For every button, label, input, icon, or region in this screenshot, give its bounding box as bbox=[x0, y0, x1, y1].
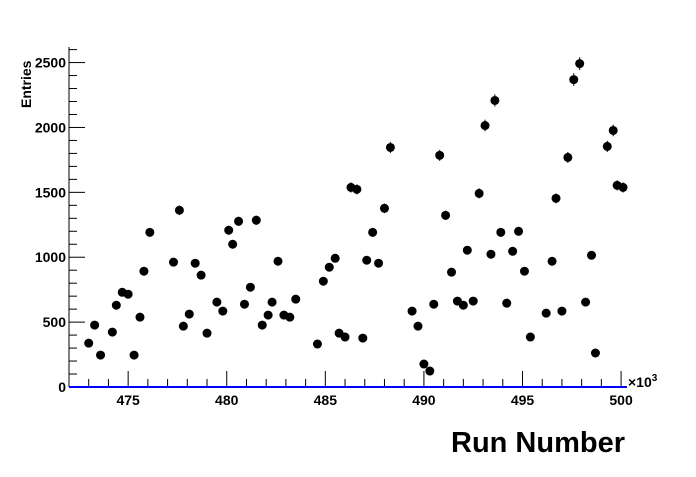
data-point bbox=[224, 225, 234, 235]
data-point bbox=[557, 306, 567, 316]
data-point bbox=[379, 203, 389, 213]
data-point bbox=[273, 256, 283, 266]
data-point bbox=[228, 239, 238, 249]
data-point bbox=[184, 309, 194, 319]
data-point bbox=[212, 297, 222, 307]
data-point bbox=[234, 216, 244, 226]
data-point bbox=[123, 289, 133, 299]
data-point bbox=[618, 182, 628, 192]
data-point bbox=[458, 300, 468, 310]
data-point bbox=[514, 226, 524, 236]
data-point bbox=[340, 332, 350, 342]
data-point bbox=[581, 297, 591, 307]
data-point bbox=[368, 227, 378, 237]
data-point bbox=[218, 306, 228, 316]
data-point bbox=[139, 266, 149, 276]
data-point bbox=[352, 184, 362, 194]
x-multiplier-exponent: 3 bbox=[652, 373, 658, 384]
data-point bbox=[257, 320, 267, 330]
data-point bbox=[490, 95, 500, 105]
y-tick-label: 1500 bbox=[35, 184, 66, 200]
data-point bbox=[196, 270, 206, 280]
data-point bbox=[190, 258, 200, 268]
data-point bbox=[385, 142, 395, 152]
data-point bbox=[245, 282, 255, 292]
data-point bbox=[84, 338, 94, 348]
data-point bbox=[135, 312, 145, 322]
data-point bbox=[318, 276, 328, 286]
y-tick-label: 2500 bbox=[35, 55, 66, 71]
data-point bbox=[324, 262, 334, 272]
data-point bbox=[519, 266, 529, 276]
data-point bbox=[111, 300, 121, 310]
data-point bbox=[547, 256, 557, 266]
data-point bbox=[251, 215, 261, 225]
data-point bbox=[608, 125, 618, 135]
data-point bbox=[239, 299, 249, 309]
data-point bbox=[474, 188, 484, 198]
data-point bbox=[358, 333, 368, 343]
data-point bbox=[267, 297, 277, 307]
data-point bbox=[330, 253, 340, 263]
data-point bbox=[107, 327, 117, 337]
data-point bbox=[496, 227, 506, 237]
data-point bbox=[145, 227, 155, 237]
data-point bbox=[362, 255, 372, 265]
data-point bbox=[468, 296, 478, 306]
data-point bbox=[90, 320, 100, 330]
data-point bbox=[525, 332, 535, 342]
y-tick-label: 1000 bbox=[35, 249, 66, 265]
data-point bbox=[480, 121, 490, 131]
data-point bbox=[178, 321, 188, 331]
data-point bbox=[575, 59, 585, 69]
x-tick-label: 475 bbox=[116, 392, 140, 408]
x-axis-label: Run Number bbox=[451, 427, 625, 459]
data-point bbox=[129, 350, 139, 360]
x-multiplier-base: ×10 bbox=[628, 374, 652, 390]
data-point bbox=[563, 152, 573, 162]
data-point bbox=[590, 348, 600, 358]
axes: 0 500 1000 1500 2000 2500 475 480 485 490 495 500 bbox=[35, 47, 633, 408]
data-point bbox=[441, 210, 451, 220]
data-point bbox=[202, 328, 212, 338]
data-point bbox=[285, 312, 295, 322]
data-point bbox=[374, 258, 384, 268]
data-point bbox=[169, 257, 179, 267]
x-tick-label: 480 bbox=[215, 392, 239, 408]
data-point bbox=[508, 246, 518, 256]
x-tick-label: 485 bbox=[314, 392, 338, 408]
data-point bbox=[447, 267, 457, 277]
y-tick-label: 500 bbox=[43, 314, 67, 330]
data-point bbox=[174, 205, 184, 215]
data-point bbox=[263, 310, 273, 320]
data-point bbox=[419, 359, 429, 369]
data-point bbox=[502, 298, 512, 308]
data-points bbox=[84, 57, 628, 376]
x-tick-label: 490 bbox=[412, 392, 436, 408]
data-point bbox=[569, 75, 579, 85]
data-point bbox=[291, 294, 301, 304]
data-point bbox=[425, 366, 435, 376]
data-point bbox=[551, 193, 561, 203]
data-point bbox=[587, 250, 597, 260]
data-point bbox=[435, 150, 445, 160]
data-point bbox=[413, 321, 423, 331]
data-point bbox=[429, 299, 439, 309]
x-tick-label: 495 bbox=[511, 392, 535, 408]
y-tick-label: 2000 bbox=[35, 119, 66, 135]
data-point bbox=[462, 245, 472, 255]
x-multiplier-label: ×103 bbox=[628, 373, 658, 390]
data-point bbox=[486, 249, 496, 259]
data-point bbox=[407, 306, 417, 316]
x-tick-label: 500 bbox=[609, 392, 633, 408]
data-point bbox=[96, 350, 106, 360]
data-point bbox=[541, 308, 551, 318]
data-point bbox=[602, 141, 612, 151]
y-axis-label: Entries bbox=[18, 60, 34, 108]
y-tick-label: 0 bbox=[58, 379, 66, 395]
data-point bbox=[312, 339, 322, 349]
